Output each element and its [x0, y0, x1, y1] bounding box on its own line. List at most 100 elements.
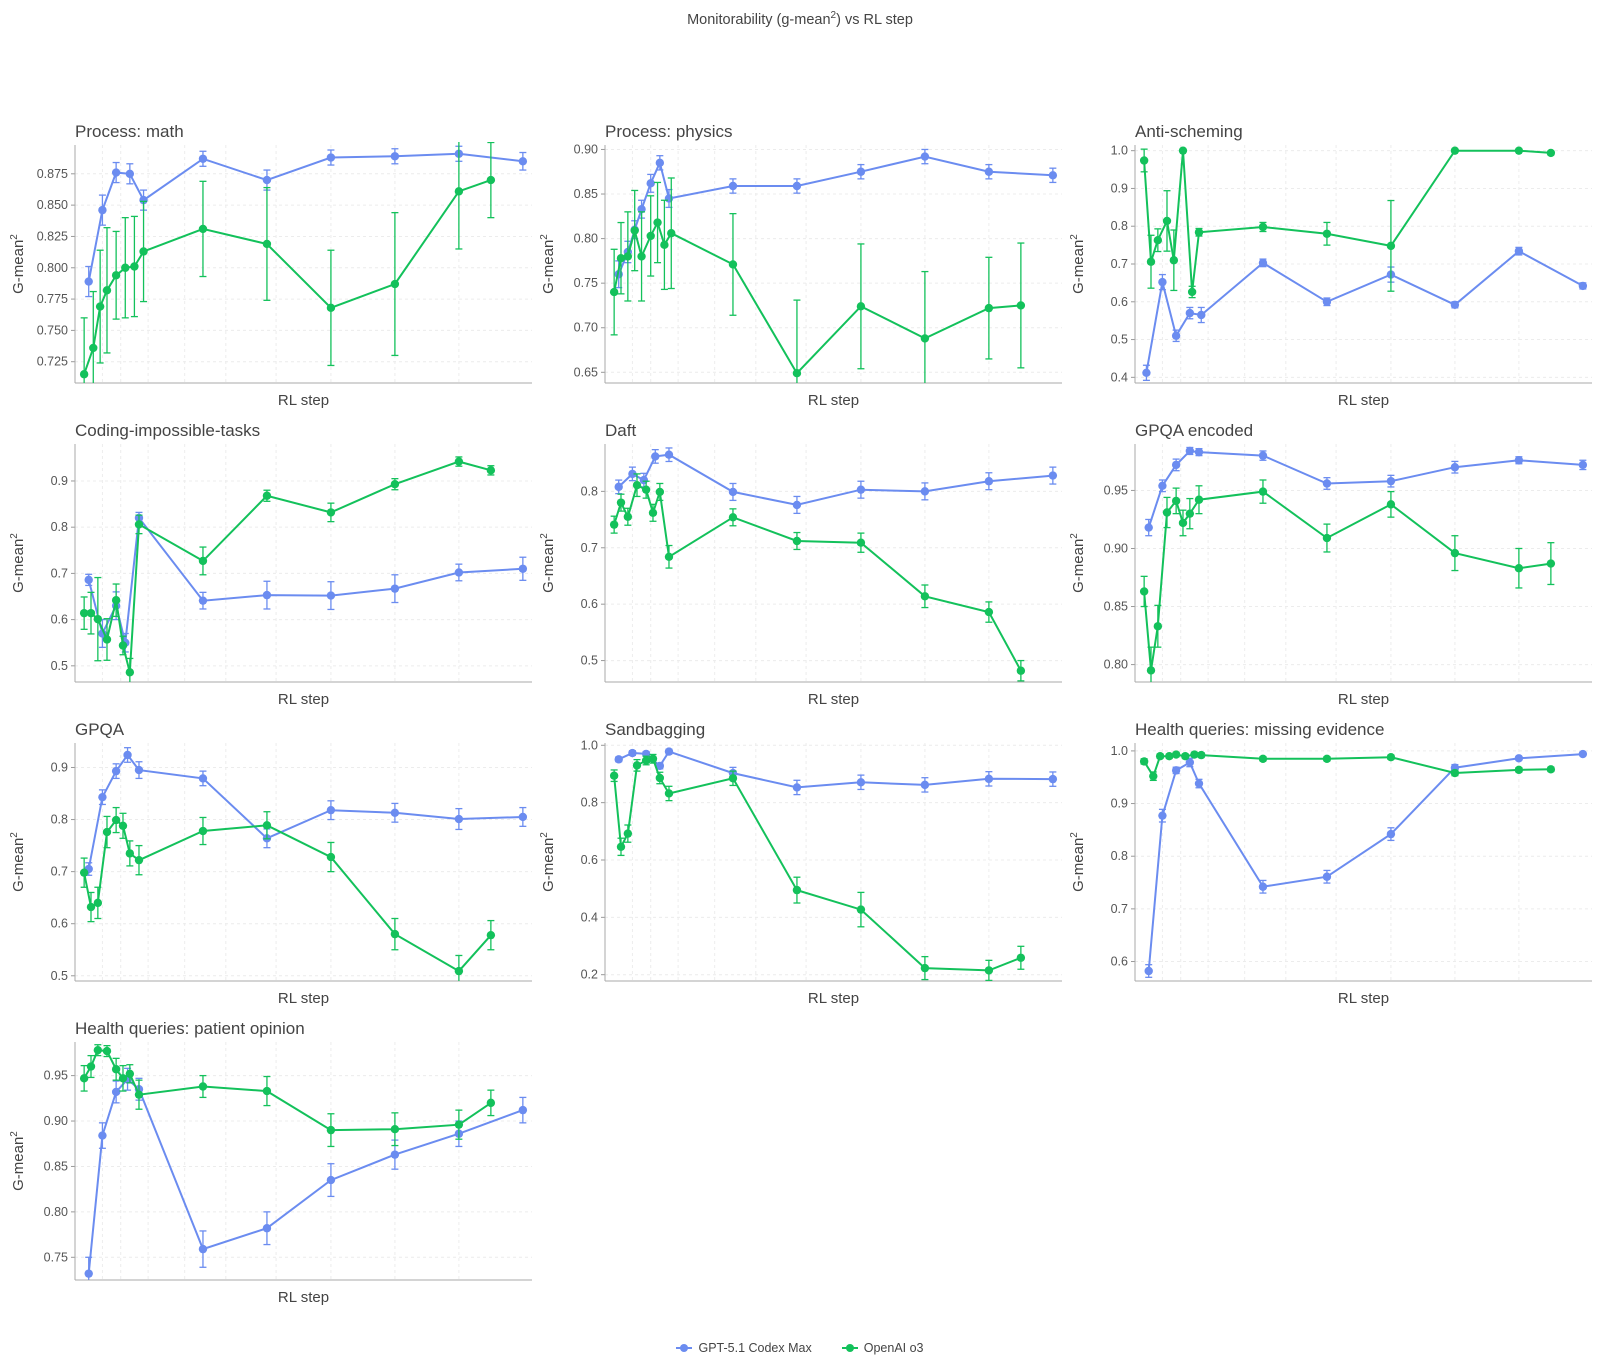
y-axis-label-sup: 2: [9, 832, 20, 838]
data-point-o3: [89, 343, 98, 353]
subplot-10: 0.75 0.80 0.85 0.90 0.95 Health queries: pati…: [9, 1019, 532, 1306]
data-point-o3: [1514, 765, 1524, 775]
plot-data: [1139, 446, 1588, 682]
data-point-o3: [1171, 750, 1181, 759]
data-point-codex: [1197, 310, 1206, 320]
data-point-o3: [632, 761, 642, 770]
x-axis-label: RL step: [1338, 990, 1389, 1007]
chart-figure: 0.725 0.750 0.775 0.800 0.825 0.850 0.875 Proce…: [9, 122, 1592, 1306]
x-axis-label: RL step: [1338, 691, 1389, 708]
data-point-codex: [1386, 829, 1396, 839]
data-point-codex: [518, 1105, 528, 1115]
data-point-o3: [198, 1082, 208, 1091]
y-axis-label: G-mean2: [1069, 533, 1087, 593]
data-point-o3: [1171, 496, 1181, 506]
data-point-o3: [111, 271, 121, 280]
y-tick-label: 0.90: [44, 1114, 68, 1128]
y-tick-label: 0.7: [51, 566, 68, 580]
data-point-codex: [1142, 368, 1151, 377]
data-point-codex: [1258, 258, 1268, 268]
y-tick-label: 0.6: [581, 597, 598, 611]
data-point-o3: [646, 231, 655, 241]
y-tick-label: 0.875: [37, 167, 68, 181]
figure-title-sup: 2: [830, 10, 837, 21]
data-point-codex: [1048, 774, 1058, 784]
data-point-codex: [454, 814, 464, 824]
data-point-o3: [79, 1074, 89, 1083]
data-point-codex: [1185, 446, 1195, 456]
data-point-o3: [792, 885, 802, 895]
data-point-codex: [198, 1244, 208, 1254]
y-tick-label: 0.5: [51, 969, 68, 983]
y-axis-label-sup: 2: [9, 1131, 20, 1137]
subplot-8: 0.2 0.4 0.6 0.8 1.0 Sandbagging RL step G-mean2: [539, 720, 1062, 1007]
y-axis-label-base: G-mean: [540, 539, 557, 593]
legend-label-o3: OpenAI o3: [863, 1341, 924, 1355]
subplot-title: Anti-scheming: [1135, 122, 1243, 141]
data-point-codex: [1258, 882, 1268, 891]
y-tick-label: 1.0: [1111, 744, 1128, 758]
data-point-o3: [1016, 953, 1026, 962]
data-point-codex: [664, 747, 674, 756]
y-axis-label: G-mean2: [9, 234, 27, 294]
x-axis-label: RL step: [278, 392, 329, 409]
plot-data: [79, 747, 528, 981]
data-point-codex: [326, 1175, 336, 1185]
x-axis-label: RL step: [808, 691, 859, 708]
y-tick-label: 0.80: [574, 232, 598, 246]
data-point-o3: [792, 368, 802, 378]
legend-item-o3[interactable]: OpenAI o3: [841, 1341, 924, 1355]
y-tick-label: 0.7: [581, 541, 598, 555]
y-axis-label-base: G-mean: [10, 838, 27, 892]
data-point-o3: [623, 252, 633, 261]
data-point-o3: [390, 1125, 400, 1134]
data-point-o3: [616, 254, 626, 263]
data-point-o3: [111, 815, 121, 825]
legend-item-codex[interactable]: GPT-5.1 Codex Max: [676, 1341, 812, 1355]
data-point-codex: [390, 584, 400, 593]
y-axis-label: G-mean2: [1069, 832, 1087, 892]
y-tick-label: 0.85: [574, 187, 598, 201]
data-point-o3: [79, 370, 89, 379]
y-axis-label: G-mean2: [539, 832, 557, 892]
y-tick-label: 0.775: [37, 292, 68, 306]
data-point-o3: [920, 592, 930, 601]
data-point-o3: [102, 286, 112, 295]
data-point-codex: [920, 780, 930, 790]
data-point-o3: [390, 279, 400, 289]
y-tick-label: 0.725: [37, 355, 68, 369]
y-tick-label: 0.6: [1111, 955, 1128, 969]
data-point-o3: [1139, 757, 1149, 766]
data-point-o3: [86, 1062, 96, 1071]
data-point-codex: [664, 450, 674, 459]
data-point-codex: [198, 596, 208, 605]
series-line-o3: [613, 483, 1022, 672]
data-point-codex: [646, 179, 655, 188]
data-point-o3: [655, 487, 665, 497]
y-axis-label: G-mean2: [9, 533, 27, 593]
data-point-o3: [1146, 257, 1156, 266]
data-point-o3: [856, 538, 866, 547]
data-point-o3: [262, 239, 272, 249]
data-point-codex: [98, 205, 107, 215]
data-point-codex: [1322, 872, 1332, 881]
data-point-o3: [118, 821, 128, 831]
data-point-codex: [1386, 476, 1396, 486]
subplot-title: GPQA encoded: [1135, 421, 1253, 440]
data-point-codex: [856, 485, 866, 494]
subplot-title: Coding-impossible-tasks: [75, 421, 260, 440]
data-point-codex: [728, 181, 738, 191]
x-axis-label: RL step: [808, 990, 859, 1007]
subplot-1: 0.725 0.750 0.775 0.800 0.825 0.850 0.875 Proce…: [9, 122, 532, 409]
data-point-o3: [326, 852, 336, 862]
y-tick-label: 0.6: [1111, 295, 1128, 309]
y-tick-label: 0.70: [574, 321, 598, 335]
series-line-codex: [87, 753, 523, 870]
y-tick-label: 0.5: [581, 654, 598, 668]
data-point-codex: [134, 765, 144, 775]
data-point-o3: [1194, 495, 1204, 504]
plot-data: [1139, 749, 1588, 978]
y-tick-label: 0.6: [51, 917, 68, 931]
data-point-codex: [792, 181, 802, 191]
data-point-codex: [326, 805, 336, 815]
